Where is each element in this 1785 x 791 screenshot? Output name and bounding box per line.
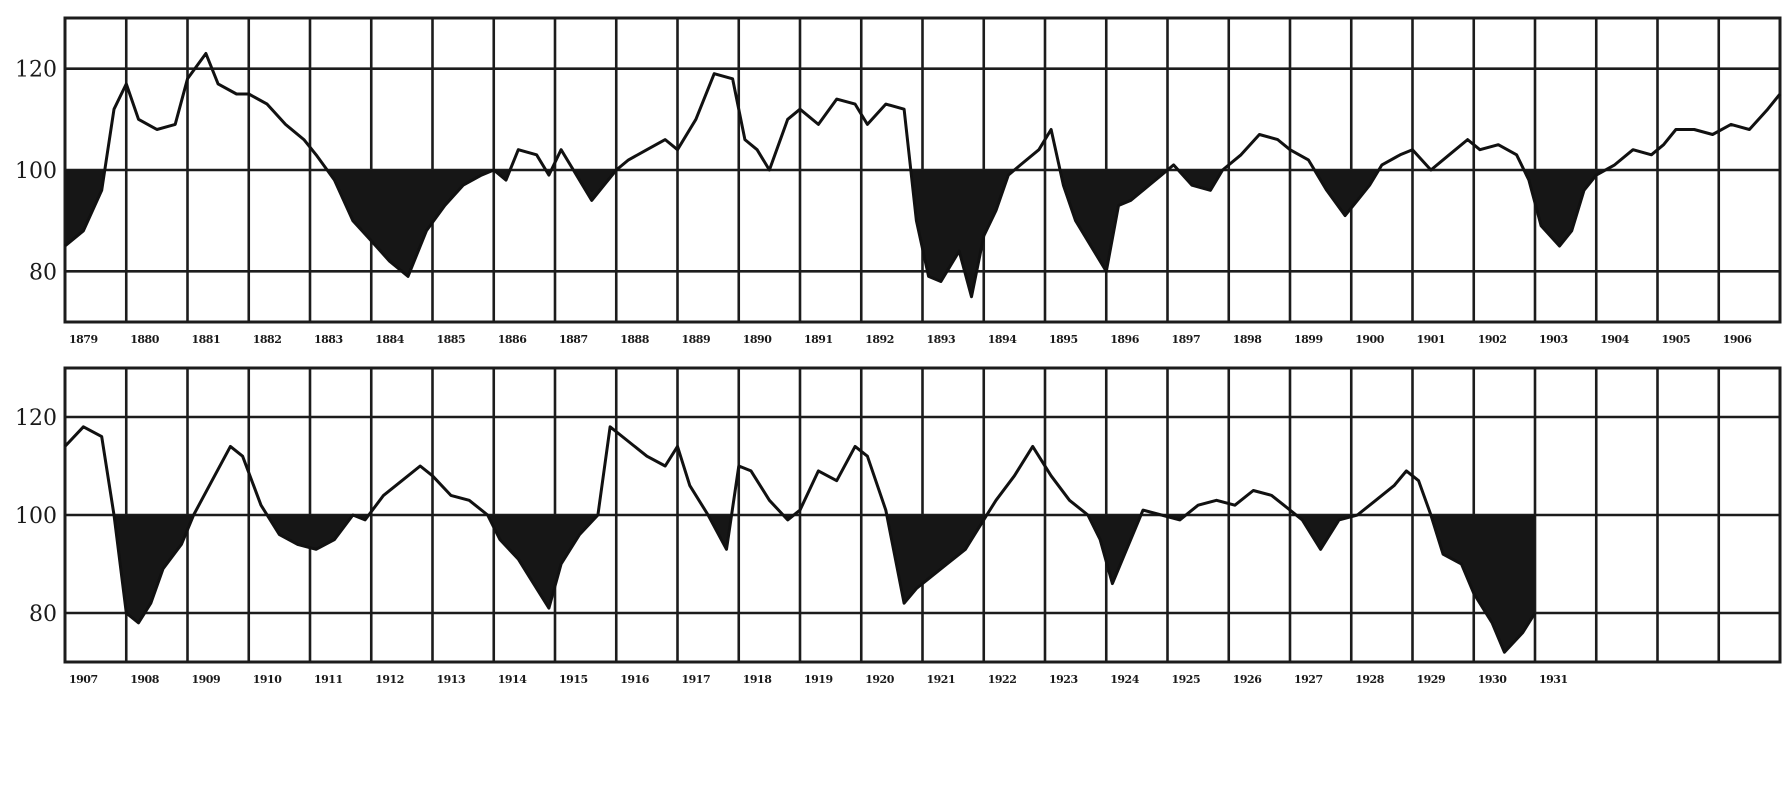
below-normal-area (1178, 170, 1223, 191)
below-normal-area (573, 170, 617, 201)
below-normal-area (1296, 515, 1358, 550)
x-tick-label: 1929 (1417, 673, 1446, 686)
x-tick-label: 1908 (130, 673, 159, 686)
below-normal-area (487, 515, 598, 609)
x-tick-label: 1931 (1539, 673, 1568, 686)
x-tick-label: 1920 (865, 673, 894, 686)
plot-frame (63, 366, 1782, 664)
x-tick-label: 1886 (498, 333, 527, 346)
x-tick-label: 1921 (927, 673, 956, 686)
x-tick-label: 1926 (1233, 673, 1262, 686)
x-tick-label: 1891 (804, 333, 833, 346)
below-normal-area (1430, 515, 1535, 653)
below-normal-area (1087, 515, 1141, 584)
x-tick-label: 1901 (1417, 333, 1446, 346)
y-tick-label: 80 (29, 260, 57, 285)
x-tick-label: 1928 (1355, 673, 1384, 686)
x-tick-label: 1898 (1233, 333, 1262, 346)
x-tick-label: 1895 (1049, 333, 1078, 346)
y-tick-label: 100 (15, 159, 57, 184)
x-tick-label: 1900 (1355, 333, 1384, 346)
x-tick-label: 1915 (559, 673, 588, 686)
top-panel: 80 100 120 1879 1880 1881 1882 1883 1884 1885 1886… (15, 16, 1782, 346)
below-normal-area (1314, 170, 1379, 216)
x-tick-label: 1919 (804, 673, 833, 686)
y-tick-label: 120 (15, 58, 57, 83)
x-tick-label: 1884 (375, 333, 404, 346)
x-tick-label: 1906 (1723, 333, 1752, 346)
x-tick-label: 1909 (192, 673, 221, 686)
x-tick-label: 1916 (620, 673, 649, 686)
x-tick-label: 1925 (1172, 673, 1201, 686)
x-tick-label: 1893 (927, 333, 956, 346)
x-tick-label: 1930 (1478, 673, 1507, 686)
x-tick-label: 1924 (1110, 673, 1139, 686)
x-tick-label: 1892 (865, 333, 894, 346)
x-tick-label: 1911 (314, 673, 343, 686)
below-normal-area (114, 515, 194, 623)
x-tick-label: 1902 (1478, 333, 1507, 346)
x-tick-label: 1914 (498, 673, 527, 686)
x-tick-label: 1888 (620, 333, 649, 346)
x-tick-label: 1885 (437, 333, 466, 346)
x-tick-label: 1912 (375, 673, 404, 686)
y-tick-label: 80 (29, 602, 57, 627)
x-tick-label: 1897 (1172, 333, 1201, 346)
x-tick-label: 1883 (314, 333, 343, 346)
below-normal-area (1060, 170, 1168, 272)
below-normal-area (327, 170, 494, 277)
x-tick-label: 1881 (192, 333, 221, 346)
x-tick-label: 1879 (69, 333, 98, 346)
x-tick-label: 1913 (437, 673, 466, 686)
x-tick-label: 1910 (253, 673, 282, 686)
bottom-panel: 80 100 120 1907 1908 1909 1910 1911 1912 1913 1914… (15, 366, 1782, 686)
x-tick-label: 1899 (1294, 333, 1323, 346)
y-tick-label: 120 (15, 406, 57, 431)
x-tick-label: 1880 (130, 333, 159, 346)
x-tick-label: 1922 (988, 673, 1017, 686)
x-tick-label: 1903 (1539, 333, 1568, 346)
index-series-line (63, 425, 1537, 654)
x-tick-label: 1927 (1294, 673, 1323, 686)
below-normal-area (886, 515, 987, 604)
x-tick-label: 1887 (559, 333, 588, 346)
x-tick-label: 1907 (69, 673, 98, 686)
x-tick-label: 1918 (743, 673, 772, 686)
below-normal-area (65, 170, 105, 246)
x-tick-label: 1904 (1600, 333, 1629, 346)
below-normal-area (910, 170, 1015, 297)
x-tick-label: 1889 (682, 333, 711, 346)
x-tick-label: 1905 (1662, 333, 1691, 346)
y-tick-label: 100 (15, 504, 57, 529)
x-tick-label: 1923 (1049, 673, 1078, 686)
x-tick-label: 1896 (1110, 333, 1139, 346)
x-tick-label: 1917 (682, 673, 711, 686)
x-tick-label: 1894 (988, 333, 1017, 346)
x-tick-label: 1890 (743, 333, 772, 346)
index-series-line (64, 52, 1782, 299)
x-tick-label: 1882 (253, 333, 282, 346)
